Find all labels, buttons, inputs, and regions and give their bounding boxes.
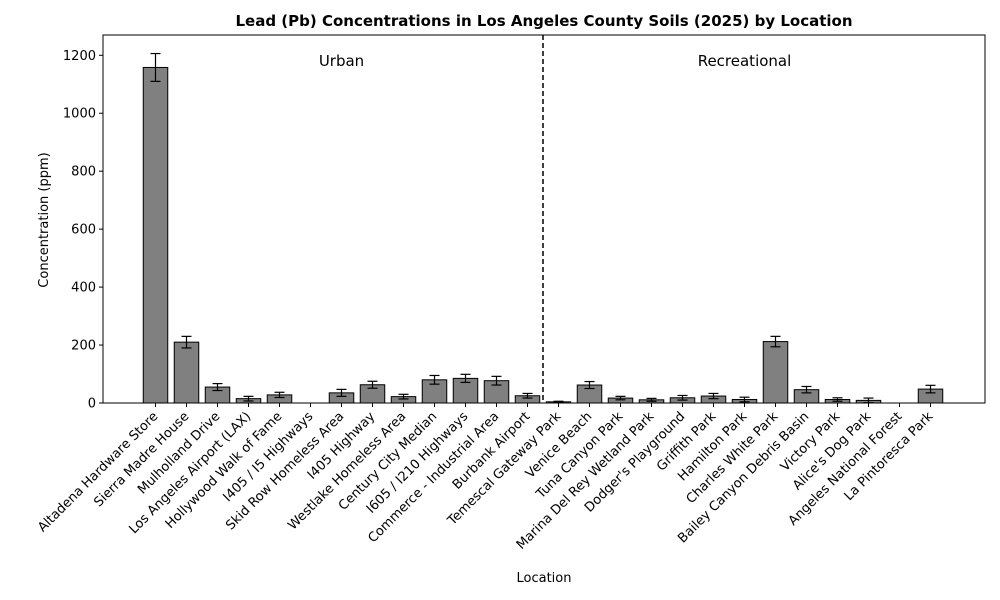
y-tick-label: 0 (88, 397, 96, 412)
x-axis-label: Location (517, 571, 572, 586)
y-tick-label: 200 (71, 339, 96, 354)
bar (762, 341, 789, 404)
bar (142, 66, 169, 404)
bar (173, 341, 200, 404)
y-tick-label: 1200 (63, 49, 96, 64)
group-label: Urban (319, 52, 364, 70)
plot-frame (102, 34, 986, 404)
y-axis-label: Concentration (ppm) (37, 152, 52, 287)
y-tick-label: 400 (71, 281, 96, 296)
y-tick-label: 800 (71, 165, 96, 180)
y-tick-label: 600 (71, 223, 96, 238)
group-label: Recreational (698, 52, 792, 70)
chart-title: Lead (Pb) Concentrations in Los Angeles … (235, 12, 852, 30)
y-tick-label: 1000 (63, 107, 96, 122)
